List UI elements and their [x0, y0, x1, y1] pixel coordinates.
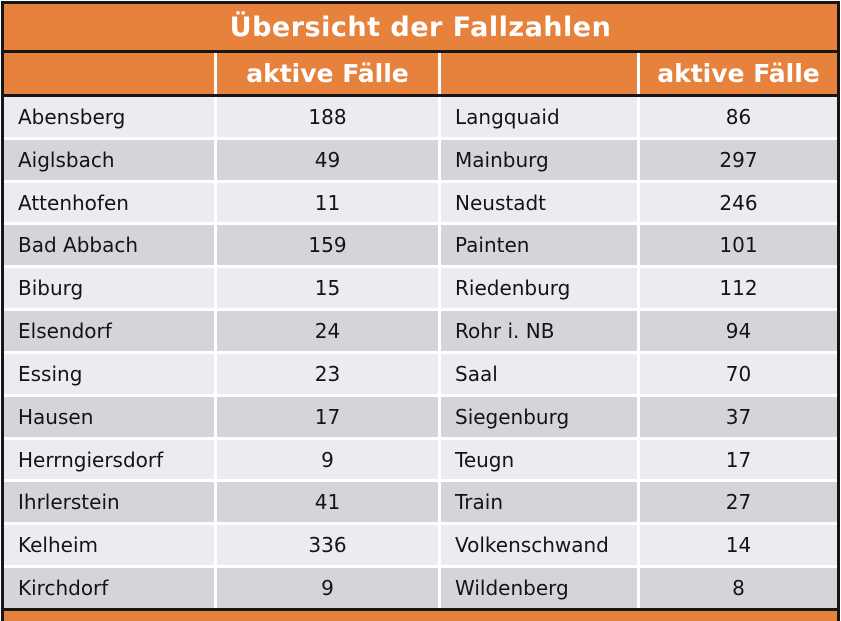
municipality-cell: Biburg — [4, 268, 214, 309]
cases-cell: 37 — [640, 396, 837, 437]
header-cell-active-cases-right: aktive Fälle — [640, 53, 837, 94]
municipality-cell: Bad Abbach — [4, 225, 214, 266]
cases-cell: 86 — [640, 97, 837, 137]
table-header-row: aktive Fälle aktive Fälle — [4, 53, 837, 97]
cases-cell: 23 — [217, 353, 438, 394]
cases-cell: 188 — [217, 97, 438, 137]
cases-cell: 336 — [217, 525, 438, 566]
municipality-cell: Kelheim — [4, 525, 214, 566]
cases-cell: 297 — [640, 139, 837, 180]
municipality-cell: Ihrlerstein — [4, 482, 214, 523]
header-cell-empty-right — [441, 53, 637, 94]
municipality-cell: Neustadt — [441, 182, 637, 223]
municipality-cell: Mainburg — [441, 139, 637, 180]
municipality-cell: Kirchdorf — [4, 568, 214, 608]
municipality-cell: Saal — [441, 353, 637, 394]
municipality-cell: Riedenburg — [441, 268, 637, 309]
municipality-cell: Hausen — [4, 396, 214, 437]
municipality-cell: Elsendorf — [4, 311, 214, 351]
municipality-cell: Essing — [4, 353, 214, 394]
cases-cell: 9 — [217, 439, 438, 480]
cases-cell: 49 — [217, 139, 438, 180]
cases-cell: 9 — [217, 568, 438, 608]
header-cell-empty-left — [4, 53, 214, 94]
cases-cell: 27 — [640, 482, 837, 523]
municipality-cell: Siegenburg — [441, 396, 637, 437]
municipality-cell: Abensberg — [4, 97, 214, 137]
cases-cell: 41 — [217, 482, 438, 523]
cases-cell: 101 — [640, 225, 837, 266]
municipality-cell: Aiglsbach — [4, 139, 214, 180]
municipality-cell: Wildenberg — [441, 568, 637, 608]
header-cell-active-cases-left: aktive Fälle — [217, 53, 438, 94]
table-body: Abensberg 188 Langquaid 86 Aiglsbach 49 Mainbu… — [4, 97, 837, 611]
cases-cell: 15 — [217, 268, 438, 309]
cases-cell: 17 — [640, 439, 837, 480]
cases-cell: 24 — [217, 311, 438, 351]
municipality-cell: Attenhofen — [4, 182, 214, 223]
cases-cell: 159 — [217, 225, 438, 266]
municipality-cell: Volkenschwand — [441, 525, 637, 566]
cases-cell: 11 — [217, 182, 438, 223]
cases-cell: 112 — [640, 268, 837, 309]
municipality-cell: Teugn — [441, 439, 637, 480]
bottom-accent-strip — [4, 611, 837, 621]
cases-cell: 94 — [640, 311, 837, 351]
municipality-cell: Train — [441, 482, 637, 523]
cases-cell: 17 — [217, 396, 438, 437]
cases-cell: 14 — [640, 525, 837, 566]
municipality-cell: Rohr i. NB — [441, 311, 637, 351]
cases-cell: 246 — [640, 182, 837, 223]
municipality-cell: Herrngiersdorf — [4, 439, 214, 480]
cases-cell: 70 — [640, 353, 837, 394]
municipality-cell: Langquaid — [441, 97, 637, 137]
municipality-cell: Painten — [441, 225, 637, 266]
table-title: Übersicht der Fallzahlen — [4, 4, 837, 53]
cases-cell: 8 — [640, 568, 837, 608]
